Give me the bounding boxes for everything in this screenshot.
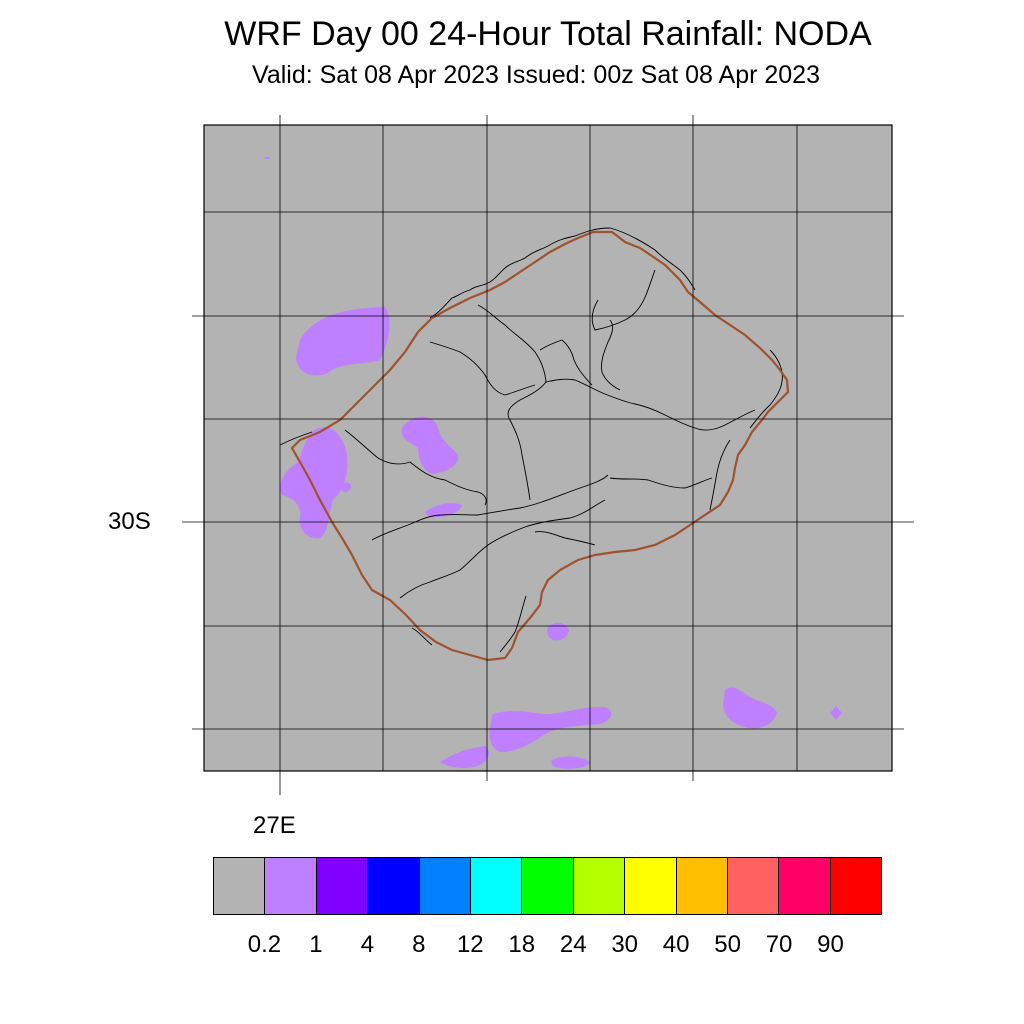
legend-label: 40 (662, 931, 690, 958)
legend-swatch (573, 858, 626, 914)
province-borders (279, 227, 783, 653)
legend-swatch (676, 858, 728, 914)
lesotho-outline (290, 230, 790, 662)
legend-label: 1 (309, 931, 323, 958)
border-line (601, 319, 621, 391)
legend-labels: 0.2 1 4 8 12 18 24 30 40 50 70 90 (0, 930, 1024, 962)
border-line (749, 349, 783, 429)
legend-colorbar (213, 857, 882, 915)
border-line (477, 304, 547, 501)
rain-patch (265, 157, 270, 159)
border-line (411, 627, 433, 646)
border-line (429, 227, 696, 319)
chart-title: WRF Day 00 24-Hour Total Rainfall: NODA (224, 15, 872, 53)
border-line (399, 499, 606, 599)
legend-swatch (830, 858, 882, 914)
legend-swatch (419, 858, 471, 914)
border-line (539, 339, 593, 386)
legend-label: 30 (611, 931, 639, 958)
legend-swatch (368, 858, 420, 914)
map-frame (203, 124, 893, 772)
rain-patch (723, 687, 777, 729)
legend-label: 8 (412, 931, 426, 958)
legend-label: 4 (360, 931, 375, 958)
border-line (609, 477, 713, 489)
legend-swatch (779, 858, 831, 914)
rain-patch (280, 427, 348, 539)
border-line (371, 474, 609, 541)
legend-swatch (316, 858, 369, 914)
legend-swatch (214, 858, 266, 914)
rain-patch (440, 746, 490, 769)
legend-swatch (470, 858, 523, 914)
legend-label: 70 (765, 931, 793, 958)
longitude-label: 27E (253, 812, 296, 839)
legend-swatch (625, 858, 677, 914)
chart-subtitle: Valid: Sat 08 Apr 2023 Issued: 00z Sat 0… (252, 61, 820, 89)
rain-patch (830, 706, 842, 720)
legend-label: 12 (456, 931, 484, 958)
rain-patch (401, 416, 459, 474)
rain-patch (489, 706, 612, 753)
border-line (545, 378, 756, 431)
legend-swatch (265, 858, 317, 914)
legend-label: 24 (559, 931, 587, 958)
rain-areas (265, 157, 842, 769)
border-line (709, 439, 731, 511)
border-line (499, 595, 527, 653)
border-line (429, 341, 536, 396)
graticule (182, 115, 914, 795)
latitude-label: 30S (108, 508, 151, 535)
legend-label: 90 (817, 931, 844, 958)
legend-swatch (522, 858, 574, 914)
rain-patch (425, 502, 462, 518)
border-line (344, 429, 487, 506)
legend-label: 0.2 (247, 931, 282, 958)
rain-patch (547, 622, 569, 641)
border-line (591, 269, 656, 331)
border-line (279, 431, 313, 446)
border-line (534, 531, 596, 546)
rain-patch (296, 307, 390, 376)
rain-patch (551, 756, 590, 769)
legend-label: 50 (714, 931, 741, 958)
rain-patch (340, 482, 352, 492)
legend-label: 18 (508, 931, 536, 958)
legend-swatch (727, 858, 780, 914)
